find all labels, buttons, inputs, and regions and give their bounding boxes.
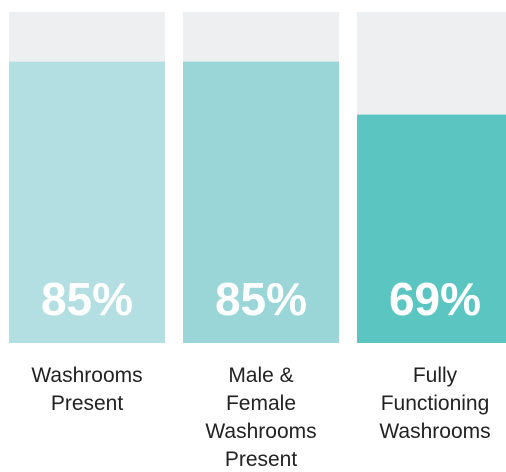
bar xyxy=(183,61,339,344)
value-label: 85% xyxy=(41,273,133,325)
category-label: Male & Female Washrooms Present xyxy=(205,364,317,471)
category-label: Fully Functioning Washrooms xyxy=(379,364,491,443)
bar xyxy=(9,61,165,344)
category-label: Washrooms Present xyxy=(31,364,143,415)
value-label: 69% xyxy=(389,273,481,325)
bar xyxy=(357,114,506,343)
value-label: 85% xyxy=(215,273,307,325)
